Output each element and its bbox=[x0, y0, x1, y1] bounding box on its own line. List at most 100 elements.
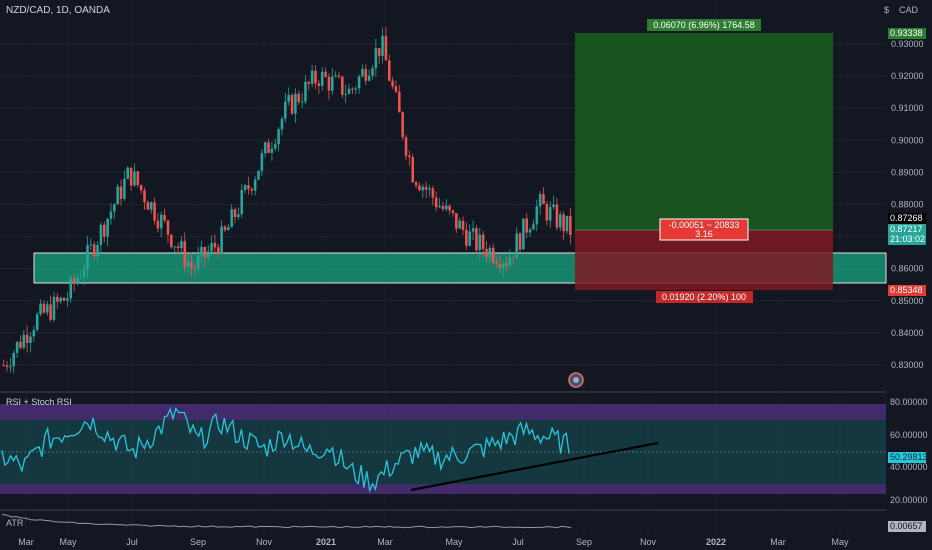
time-tick-label: 2022 bbox=[706, 537, 726, 547]
candle-body bbox=[468, 231, 472, 246]
svg-text:60.00000: 60.00000 bbox=[890, 430, 928, 440]
candle-body bbox=[320, 71, 324, 86]
candle-body bbox=[401, 112, 404, 138]
candle-body bbox=[344, 93, 347, 95]
candle-body bbox=[119, 186, 123, 199]
candle-body bbox=[216, 247, 220, 254]
candle-body bbox=[163, 214, 166, 221]
price-tick-label: 0.85000 bbox=[891, 296, 924, 306]
candle-body bbox=[367, 75, 371, 81]
candle-body bbox=[431, 188, 435, 198]
time-tick-label: Jul bbox=[126, 537, 138, 547]
svg-text:0.93338: 0.93338 bbox=[890, 28, 923, 38]
time-tick-label: May bbox=[831, 537, 849, 547]
target-label: 0.06070 (6.96%) 1764.58 bbox=[647, 19, 761, 31]
candle-body bbox=[565, 215, 569, 232]
candle-body bbox=[72, 277, 76, 284]
candle-body bbox=[337, 75, 341, 77]
svg-text:0.06070 (6.96%) 1764.58: 0.06070 (6.96%) 1764.58 bbox=[653, 20, 755, 30]
candle-body bbox=[408, 155, 411, 158]
candle-body bbox=[394, 86, 398, 92]
current-price-badge: 0.87268 bbox=[888, 213, 926, 224]
candle-body bbox=[86, 245, 89, 270]
atr-indicator-label[interactable]: ATR bbox=[6, 518, 24, 528]
profit-area[interactable] bbox=[575, 33, 833, 230]
candle-body bbox=[129, 167, 133, 186]
candle-body bbox=[230, 209, 233, 228]
candle-body bbox=[139, 185, 143, 191]
candle-body bbox=[545, 204, 549, 221]
svg-text:3.16: 3.16 bbox=[695, 229, 713, 239]
rsi-indicator-label[interactable]: RSI + Stoch RSI bbox=[6, 397, 72, 407]
candle-body bbox=[270, 148, 274, 153]
candle-body bbox=[263, 142, 267, 154]
candle-body bbox=[552, 204, 555, 208]
candle-body bbox=[52, 296, 56, 320]
price-tick-label: 0.83000 bbox=[891, 360, 924, 370]
rsi-trendline[interactable] bbox=[410, 441, 659, 492]
candle-body bbox=[193, 268, 197, 270]
svg-text:0.87217: 0.87217 bbox=[890, 224, 923, 234]
candle-body bbox=[92, 244, 96, 257]
candle-body bbox=[89, 244, 93, 246]
candle-body bbox=[102, 224, 106, 237]
candle-body bbox=[515, 233, 518, 259]
candle-body bbox=[411, 157, 415, 183]
price-tick-label: 0.88000 bbox=[891, 200, 924, 210]
price-axis[interactable]: 0.93000 0.92000 0.91000 0.90000 0.89000 0.880… bbox=[891, 39, 924, 370]
candle-body bbox=[183, 241, 187, 267]
candle-body bbox=[347, 88, 351, 94]
candle-body bbox=[203, 247, 207, 258]
candle-body bbox=[9, 366, 12, 368]
rsi-axis[interactable]: 80.00000 60.00000 40.00000 20.00000 bbox=[890, 397, 928, 505]
candle-body bbox=[438, 206, 441, 208]
time-tick-label: Mar bbox=[18, 537, 34, 547]
candle-body bbox=[458, 220, 461, 229]
position-center-label[interactable]: -0.00051 ~ 20833 3.16 bbox=[659, 218, 749, 241]
candle-body bbox=[233, 209, 237, 218]
candle-body bbox=[96, 244, 99, 257]
candle-body bbox=[69, 277, 73, 299]
candle-body bbox=[220, 226, 223, 254]
candle-body bbox=[374, 48, 378, 69]
candle-body bbox=[45, 304, 49, 313]
time-tick-label: May bbox=[59, 537, 77, 547]
candle-body bbox=[273, 144, 277, 149]
candle-body bbox=[170, 234, 173, 247]
currency-label[interactable]: CAD bbox=[898, 5, 918, 15]
candle-body bbox=[444, 205, 448, 210]
candle-body bbox=[280, 118, 284, 130]
candle-body bbox=[522, 218, 525, 250]
candle-body bbox=[334, 75, 337, 77]
candle-body bbox=[481, 234, 485, 249]
candle-body bbox=[558, 214, 562, 228]
candle-body bbox=[518, 233, 522, 250]
candle-body bbox=[471, 228, 475, 232]
rsi-line bbox=[1, 406, 570, 494]
candle-body bbox=[421, 186, 425, 191]
price-tick-label: 0.91000 bbox=[891, 103, 924, 113]
dollar-icon[interactable]: $ bbox=[883, 5, 889, 15]
economic-event-icon[interactable] bbox=[568, 372, 584, 388]
candle-body bbox=[149, 202, 153, 210]
candle-body bbox=[508, 257, 512, 266]
svg-text:80.00000: 80.00000 bbox=[890, 397, 928, 407]
candle-body bbox=[465, 229, 468, 246]
candle-body bbox=[25, 334, 29, 344]
candle-body bbox=[166, 220, 170, 235]
time-tick-label: 2021 bbox=[316, 537, 336, 547]
candle-body bbox=[59, 297, 62, 302]
symbol-header[interactable]: NZD/CAD, 1D, OANDA bbox=[6, 5, 110, 16]
candle-body bbox=[387, 60, 391, 81]
candle-body bbox=[297, 93, 301, 102]
candle-body bbox=[371, 68, 374, 76]
candle-body bbox=[99, 224, 103, 245]
candle-body bbox=[223, 226, 227, 231]
candle-body bbox=[49, 304, 52, 320]
candle-body bbox=[538, 194, 542, 207]
svg-text:0.00657: 0.00657 bbox=[890, 521, 923, 531]
time-axis[interactable]: Mar May Jul Sep Nov 2021 Mar May Jul Sep Nov 2022 Ma… bbox=[18, 537, 849, 547]
candle-body bbox=[434, 197, 438, 208]
rsi-value-badge: 50.29813 bbox=[888, 452, 928, 463]
candle-body bbox=[173, 246, 176, 248]
